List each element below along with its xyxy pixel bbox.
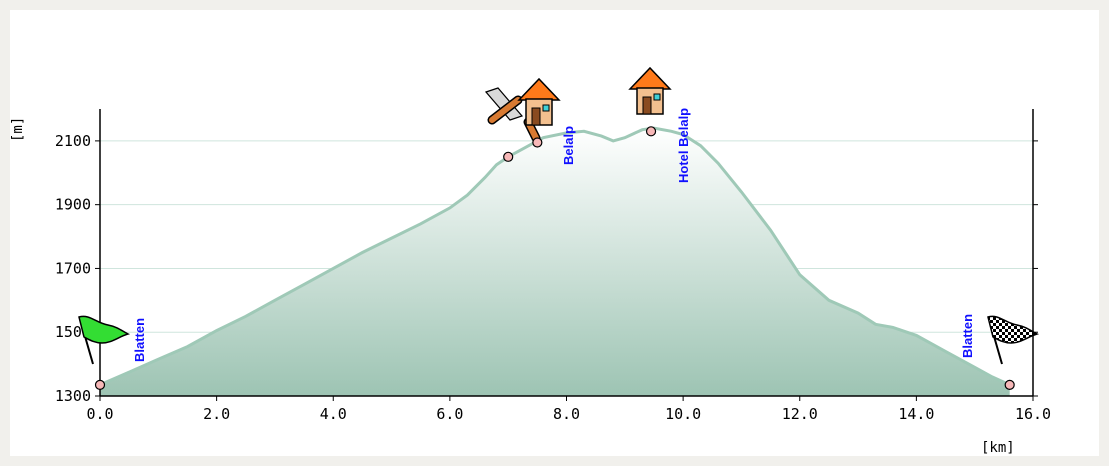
waypoint-label-blatten-end: Blatten — [960, 314, 975, 358]
x-tick-label: 4.0 — [320, 405, 347, 423]
y-axis-unit-label: [m] — [10, 117, 26, 142]
y-tick-label: 1300 — [55, 387, 91, 405]
hut-icon — [517, 77, 561, 126]
x-tick-label: 14.0 — [898, 405, 934, 423]
y-tick-label: 1700 — [55, 259, 91, 277]
x-tick-label: 16.0 — [1015, 405, 1051, 423]
waypoint-marker — [1004, 379, 1015, 390]
waypoint-marker — [645, 126, 657, 137]
y-tick-label: 2100 — [55, 132, 91, 150]
waypoint-label-blatten-start: Blatten — [132, 318, 147, 362]
x-tick-label: 8.0 — [553, 405, 580, 423]
start-flag-icon — [78, 315, 131, 365]
waypoint-marker — [94, 379, 106, 390]
x-tick-label: 10.0 — [665, 405, 701, 423]
x-tick-label: 6.0 — [436, 405, 463, 423]
x-tick-label: 12.0 — [782, 405, 818, 423]
x-axis-unit-label: [km] — [981, 440, 1015, 456]
finish-flag-icon — [987, 315, 1040, 365]
x-tick-label: 2.0 — [203, 405, 230, 423]
waypoint-label-hotel-belalp: Hotel Belalp — [676, 108, 691, 183]
elevation-profile-line — [99, 126, 1011, 387]
x-tick-label: 0.0 — [86, 405, 113, 423]
chart-panel: 1300 1500 1700 1900 2100 0.0 2.0 4.0 6.0 8.0 10.0 1… — [10, 10, 1099, 456]
waypoint-marker — [532, 137, 543, 148]
y-tick-label: 1900 — [55, 196, 91, 214]
hotel-icon — [628, 66, 672, 115]
waypoint-label-belalp: Belalp — [561, 126, 576, 165]
elevation-area-fill — [100, 128, 1010, 396]
waypoint-marker — [503, 151, 514, 162]
